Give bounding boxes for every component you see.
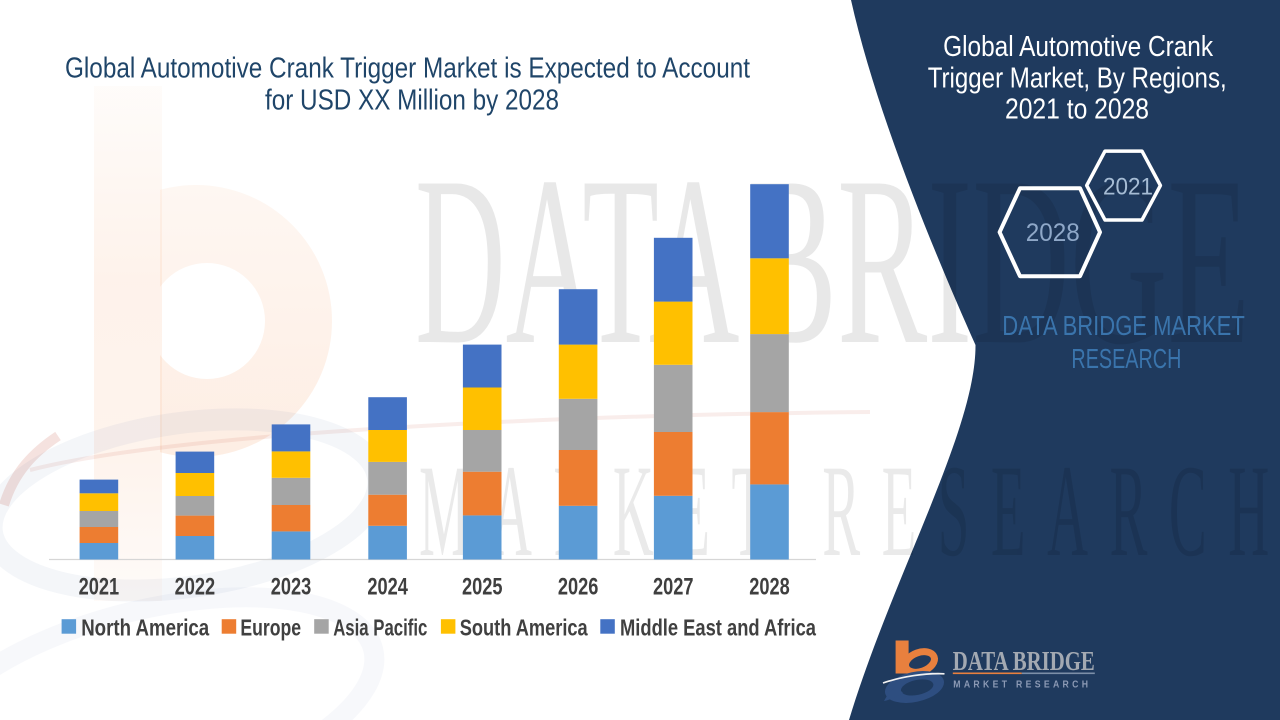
svg-text:Global Automotive Crank: Global Automotive Crank — [943, 31, 1213, 63]
svg-text:2023: 2023 — [271, 574, 312, 601]
svg-text:Europe: Europe — [240, 615, 301, 641]
svg-text:2027: 2027 — [653, 574, 694, 601]
svg-text:Global Automotive Crank Trigge: Global Automotive Crank Trigger Market i… — [65, 53, 750, 85]
svg-text:DATA BRIDGE MARKET: DATA BRIDGE MARKET — [1002, 310, 1245, 341]
svg-text:RESEARCH: RESEARCH — [1071, 343, 1181, 374]
svg-text:North America: North America — [81, 615, 209, 641]
svg-text:MARKET RESEARCH: MARKET RESEARCH — [953, 679, 1091, 691]
svg-text:Trigger Market, By Regions,: Trigger Market, By Regions, — [928, 63, 1227, 95]
svg-text:for USD XX Million by 2028: for USD XX Million by 2028 — [265, 85, 559, 117]
svg-text:2024: 2024 — [367, 574, 408, 601]
svg-text:South America: South America — [460, 615, 588, 641]
svg-text:Middle East and Africa: Middle East and Africa — [620, 615, 816, 641]
svg-text:DATA BRIDGE: DATA BRIDGE — [953, 646, 1095, 676]
svg-text:2021: 2021 — [1103, 173, 1153, 200]
svg-text:2028: 2028 — [1026, 219, 1080, 247]
svg-text:2021 to 2028: 2021 to 2028 — [1005, 94, 1149, 126]
svg-text:Asia Pacific: Asia Pacific — [333, 615, 427, 641]
svg-text:2021: 2021 — [79, 574, 120, 601]
svg-text:2028: 2028 — [749, 574, 790, 601]
svg-text:2022: 2022 — [175, 574, 216, 601]
svg-text:2026: 2026 — [558, 574, 599, 601]
svg-text:2025: 2025 — [462, 574, 503, 601]
